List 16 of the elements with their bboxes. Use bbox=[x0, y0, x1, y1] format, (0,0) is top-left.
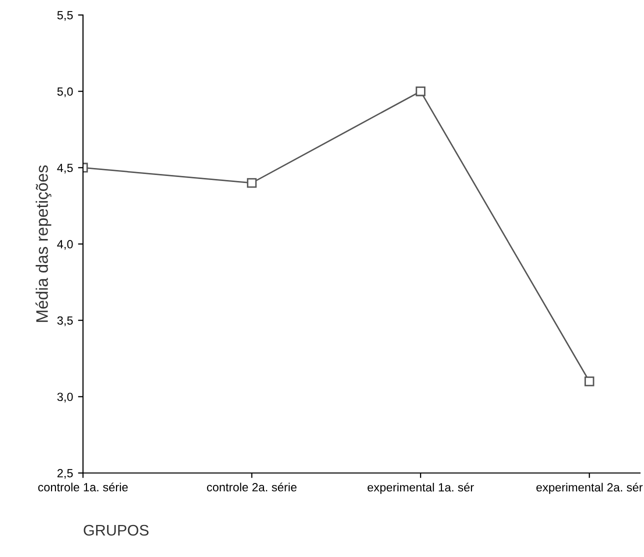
x-tick-label: experimental 2a. sér bbox=[536, 482, 643, 494]
y-tick-label: 5,0 bbox=[57, 87, 73, 98]
point bbox=[416, 86, 426, 96]
y-tick-label: 5,5 bbox=[57, 11, 73, 21]
x-tick-label: controle 2a. série bbox=[207, 482, 297, 492]
y-tick-label: 4,0 bbox=[57, 240, 73, 250]
y-tick-label: 4,5 bbox=[57, 164, 73, 174]
y-tick-label: 3,5 bbox=[57, 316, 73, 326]
y-tick-label: 3,0 bbox=[57, 392, 73, 402]
x-axis-title: GRUPOS bbox=[84, 524, 149, 536]
x-tick-label: controle 1a. série bbox=[38, 482, 128, 492]
x-tick-label: experimental 1a. sér bbox=[368, 482, 474, 494]
point bbox=[246, 178, 257, 188]
point bbox=[584, 376, 594, 386]
y-tick-label: 2,5 bbox=[57, 469, 73, 479]
y-axis-title: Média das repetições bbox=[36, 165, 52, 322]
